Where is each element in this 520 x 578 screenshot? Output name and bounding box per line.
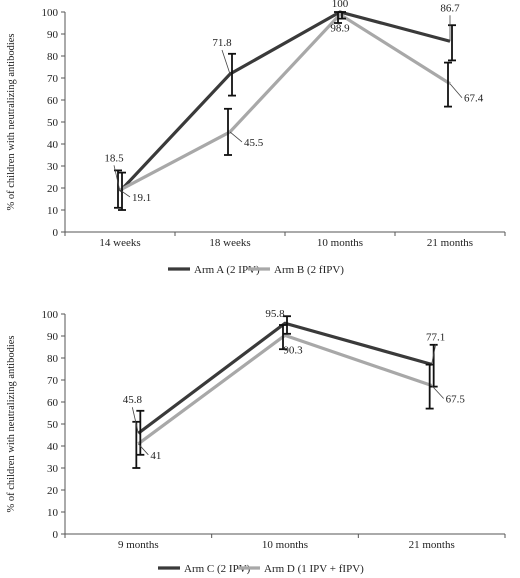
y-tick-label: 0 (53, 529, 59, 541)
y-tick-label: 40 (47, 441, 59, 453)
y-tick-label: 20 (47, 485, 59, 497)
data-label-leader (449, 83, 463, 98)
series-line-1 (137, 321, 433, 435)
y-tick-label: 90 (47, 29, 59, 41)
y-tick-label: 60 (47, 95, 59, 107)
data-label: 67.4 (464, 93, 484, 105)
y-tick-label: 0 (53, 227, 59, 239)
series-line-1 (118, 10, 451, 193)
y-tick-label: 80 (47, 353, 59, 365)
y-tick-label: 100 (42, 309, 59, 321)
data-label: 45.5 (244, 137, 264, 149)
data-label: 86.7 (440, 2, 460, 14)
y-tick-label: 70 (47, 375, 59, 387)
y-tick-label: 20 (47, 183, 59, 195)
data-label: 90.3 (283, 344, 303, 356)
y-tick-label: 90 (47, 331, 59, 343)
legend-label-2: Arm B (2 fIPV) (274, 264, 344, 276)
x-tick-label: 10 months (317, 237, 363, 249)
data-label: 95.8 (265, 308, 285, 320)
data-label-leader (431, 344, 437, 365)
x-tick-label: 21 months (427, 237, 473, 249)
data-label: 41 (150, 450, 161, 462)
legend-label-2: Arm D (1 IPV + fIPV) (264, 563, 364, 575)
y-tick-label: 70 (47, 73, 59, 85)
y-axis-title: % of children with neutralizing antibodi… (6, 336, 17, 513)
y-tick-label: 30 (47, 463, 59, 475)
legend-label-1: Arm A (2 IPV) (194, 264, 260, 276)
y-tick-label: 30 (47, 161, 59, 173)
data-label-leader (131, 407, 139, 434)
x-tick-label: 14 weeks (99, 237, 140, 249)
y-tick-label: 50 (47, 117, 59, 129)
data-label: 77.1 (426, 331, 445, 343)
data-label: 100 (332, 0, 349, 10)
x-tick-label: 10 months (262, 539, 308, 551)
x-tick-label: 9 months (118, 539, 159, 551)
data-label-leader (431, 385, 444, 399)
y-tick-label: 10 (47, 205, 59, 217)
data-label: 19.1 (132, 192, 151, 204)
data-label: 67.5 (446, 394, 466, 406)
chart-top: 0 10 20 30 40 50 60 70 80 90 100 14 weeks 18 weeks 10… (6, 0, 506, 276)
legend-label-1: Arm C (2 IPV) (184, 563, 251, 575)
data-label-leader (221, 49, 231, 75)
x-tick-label: 21 months (409, 539, 455, 551)
data-label: 18.5 (104, 152, 124, 164)
series-line-2 (119, 12, 451, 192)
data-label-leader (119, 189, 131, 198)
data-label-leader (229, 131, 243, 143)
y-axis-title: % of children with neutralizing antibodi… (6, 34, 17, 211)
series-line-2 (137, 333, 433, 446)
data-label: 71.8 (212, 37, 232, 49)
data-label-leader (113, 165, 121, 192)
data-label: 45.8 (123, 394, 143, 406)
y-tick-label: 80 (47, 51, 59, 63)
y-tick-label: 60 (47, 397, 59, 409)
x-tick-label: 18 weeks (209, 237, 250, 249)
y-tick-label: 40 (47, 139, 59, 151)
chart-bottom: 0 10 20 30 40 50 60 70 80 90 100 9 months 10 months 2… (6, 308, 506, 575)
y-tick-label: 50 (47, 419, 59, 431)
y-tick-label: 10 (47, 507, 59, 519)
y-tick-label: 100 (42, 7, 59, 19)
data-label: 98.9 (330, 22, 350, 34)
data-label-leader (138, 443, 149, 456)
